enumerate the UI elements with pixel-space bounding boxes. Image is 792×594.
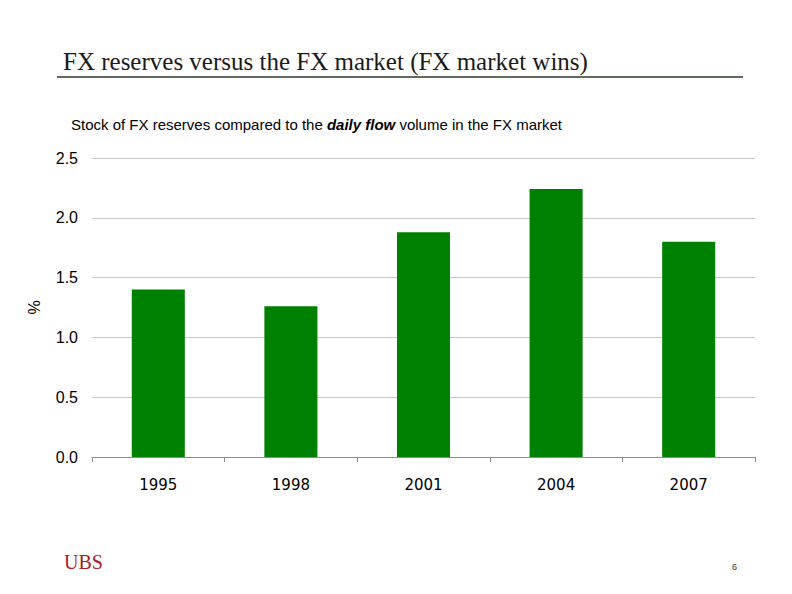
svg-text:1998: 1998 <box>272 476 310 494</box>
svg-text:2.5: 2.5 <box>56 150 78 167</box>
svg-text:1.5: 1.5 <box>56 269 78 286</box>
svg-text:2007: 2007 <box>670 476 708 494</box>
svg-text:0.5: 0.5 <box>56 389 78 406</box>
svg-text:2001: 2001 <box>404 476 442 494</box>
svg-text:0.0: 0.0 <box>56 449 78 466</box>
svg-text:UBS: UBS <box>64 551 103 573</box>
svg-text:1995: 1995 <box>139 476 177 494</box>
svg-text:2.0: 2.0 <box>56 209 78 226</box>
svg-text:daily flow: daily flow <box>327 116 397 133</box>
svg-text:FX reserves versus the FX mark: FX reserves versus the FX market (FX mar… <box>63 48 588 76</box>
svg-text:1.0: 1.0 <box>56 329 78 346</box>
svg-text:6: 6 <box>732 562 737 572</box>
svg-text:volume in the FX market: volume in the FX market <box>395 116 563 133</box>
svg-text:%: % <box>26 300 43 314</box>
svg-text:2004: 2004 <box>537 476 575 494</box>
svg-text:Stock of FX reserves compared: Stock of FX reserves compared to the <box>71 116 327 133</box>
